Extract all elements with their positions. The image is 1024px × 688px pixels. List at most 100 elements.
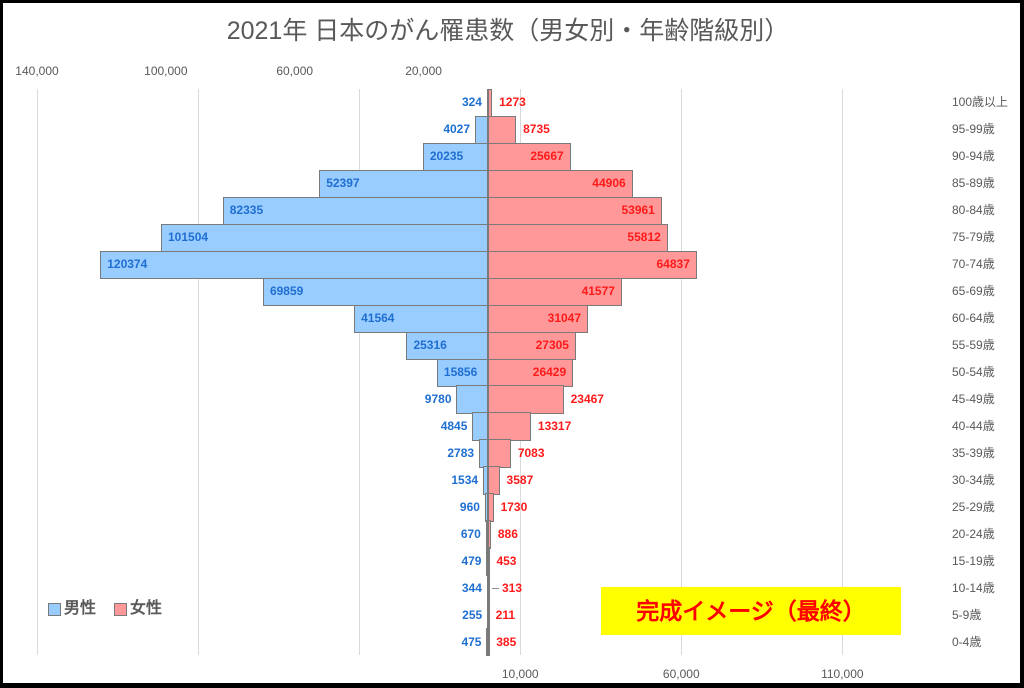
age-group-label: 90-94歳 xyxy=(952,149,995,164)
male-data-label: 52397 xyxy=(326,176,360,191)
female-data-label: 25667 xyxy=(530,149,564,164)
female-data-label: 31047 xyxy=(547,311,582,326)
age-group-label: 70-74歳 xyxy=(952,257,995,272)
gridline xyxy=(681,89,683,655)
female-data-label: 44906 xyxy=(592,176,626,191)
age-group-label: 80-84歳 xyxy=(952,203,995,218)
male-data-label: 2783 xyxy=(447,445,475,460)
legend-item-male: 男性 xyxy=(48,599,96,619)
female-bar xyxy=(488,628,490,657)
female-bar xyxy=(488,520,491,549)
legend-item-female: 女性 xyxy=(114,599,162,619)
male-data-label: 255 xyxy=(462,607,483,622)
male-bar xyxy=(486,628,489,657)
age-group-label: 75-79歳 xyxy=(952,230,995,245)
male-data-label: 670 xyxy=(460,526,481,541)
male-data-label: 20235 xyxy=(429,149,464,164)
male-data-label: 475 xyxy=(461,634,482,649)
male-data-label: 69859 xyxy=(269,284,304,299)
gridline xyxy=(37,89,38,655)
male-bar xyxy=(161,223,488,253)
male-data-label: 41564 xyxy=(361,311,395,326)
age-group-label: 5-9歳 xyxy=(952,607,982,622)
male-data-label: 344 xyxy=(461,580,482,595)
female-bar xyxy=(488,89,493,118)
age-group-label: 65-69歳 xyxy=(952,284,995,299)
female-bar xyxy=(488,493,494,522)
female-data-label: 55812 xyxy=(627,230,661,245)
male-bar xyxy=(100,250,488,280)
male-data-label: 479 xyxy=(461,553,482,568)
male-data-label: 101504 xyxy=(168,230,209,245)
age-group-label: 10-14歳 xyxy=(952,580,995,595)
female-swatch-icon xyxy=(114,602,128,616)
male-swatch-icon xyxy=(48,602,61,616)
gridline xyxy=(198,89,200,655)
female-bar xyxy=(488,115,517,145)
male-bar xyxy=(262,277,488,307)
completion-image-badge: 完成イメージ（最終） xyxy=(601,587,901,635)
legend-label-female: 女性 xyxy=(130,600,163,617)
bottom-axis-tick-label: 110,000 xyxy=(821,667,864,681)
legend-label-male: 男性 xyxy=(64,600,97,617)
female-leader-line xyxy=(492,587,499,589)
age-group-label: 35-39歳 xyxy=(952,445,995,460)
top-axis-tick-label: 20,000 xyxy=(405,64,442,78)
male-bar xyxy=(456,385,488,414)
male-data-label: 4845 xyxy=(440,418,468,433)
male-data-label: 25316 xyxy=(413,338,447,353)
female-bar xyxy=(488,574,490,603)
age-group-label: 60-64歳 xyxy=(952,311,995,326)
male-data-label: 15856 xyxy=(443,365,478,379)
age-group-label: 50-54歳 xyxy=(952,365,995,379)
male-bar xyxy=(479,439,488,468)
female-bar xyxy=(488,466,500,495)
age-group-label: 40-44歳 xyxy=(952,418,995,433)
female-data-label: 385 xyxy=(496,634,517,649)
age-group-label: 30-34歳 xyxy=(952,472,995,487)
female-data-label: 53961 xyxy=(621,203,655,218)
female-data-label: 211 xyxy=(495,607,516,622)
female-bar xyxy=(488,547,490,576)
top-axis-tick-label: 140,000 xyxy=(15,64,59,78)
bottom-axis-tick-label: 10,000 xyxy=(501,667,539,681)
female-bar xyxy=(488,412,531,441)
male-bar xyxy=(222,196,488,226)
female-data-label: 41577 xyxy=(581,284,615,299)
gridline xyxy=(359,89,361,655)
female-data-label: 7083 xyxy=(517,445,545,460)
male-bar xyxy=(319,169,488,199)
male-data-label: 120374 xyxy=(107,257,148,272)
age-group-label: 25-29歳 xyxy=(952,499,995,514)
female-bar xyxy=(488,439,511,468)
female-bar xyxy=(488,385,564,414)
gridline xyxy=(842,89,844,655)
male-bar xyxy=(475,115,488,145)
bottom-axis-tick-label: 60,000 xyxy=(662,667,700,681)
female-data-label: 1273 xyxy=(499,95,526,110)
age-group-label: 55-59歳 xyxy=(952,338,995,353)
top-axis-tick-label: 100,000 xyxy=(144,64,188,78)
male-data-label: 82335 xyxy=(229,203,264,218)
female-bar xyxy=(488,277,622,307)
age-group-label: 45-49歳 xyxy=(952,391,995,406)
female-data-label: 8735 xyxy=(523,122,550,137)
female-bar xyxy=(488,223,668,253)
age-group-label: 100歳以上 xyxy=(952,95,1009,110)
male-data-label: 324 xyxy=(461,95,482,110)
age-group-label: 0-4歳 xyxy=(952,634,982,649)
female-data-label: 23467 xyxy=(570,391,604,406)
male-data-label: 1534 xyxy=(451,472,479,487)
male-data-label: 9780 xyxy=(424,391,452,406)
female-bar xyxy=(488,169,633,199)
female-data-label: 3587 xyxy=(506,472,534,487)
female-data-label: 886 xyxy=(497,526,518,541)
female-data-label: 26429 xyxy=(532,365,567,379)
female-bar xyxy=(488,142,571,172)
male-data-label: 960 xyxy=(459,499,480,514)
female-data-label: 13317 xyxy=(537,418,572,433)
female-data-label: 313 xyxy=(502,580,523,595)
female-data-label: 27305 xyxy=(535,338,569,353)
age-group-label: 20-24歳 xyxy=(952,526,995,541)
